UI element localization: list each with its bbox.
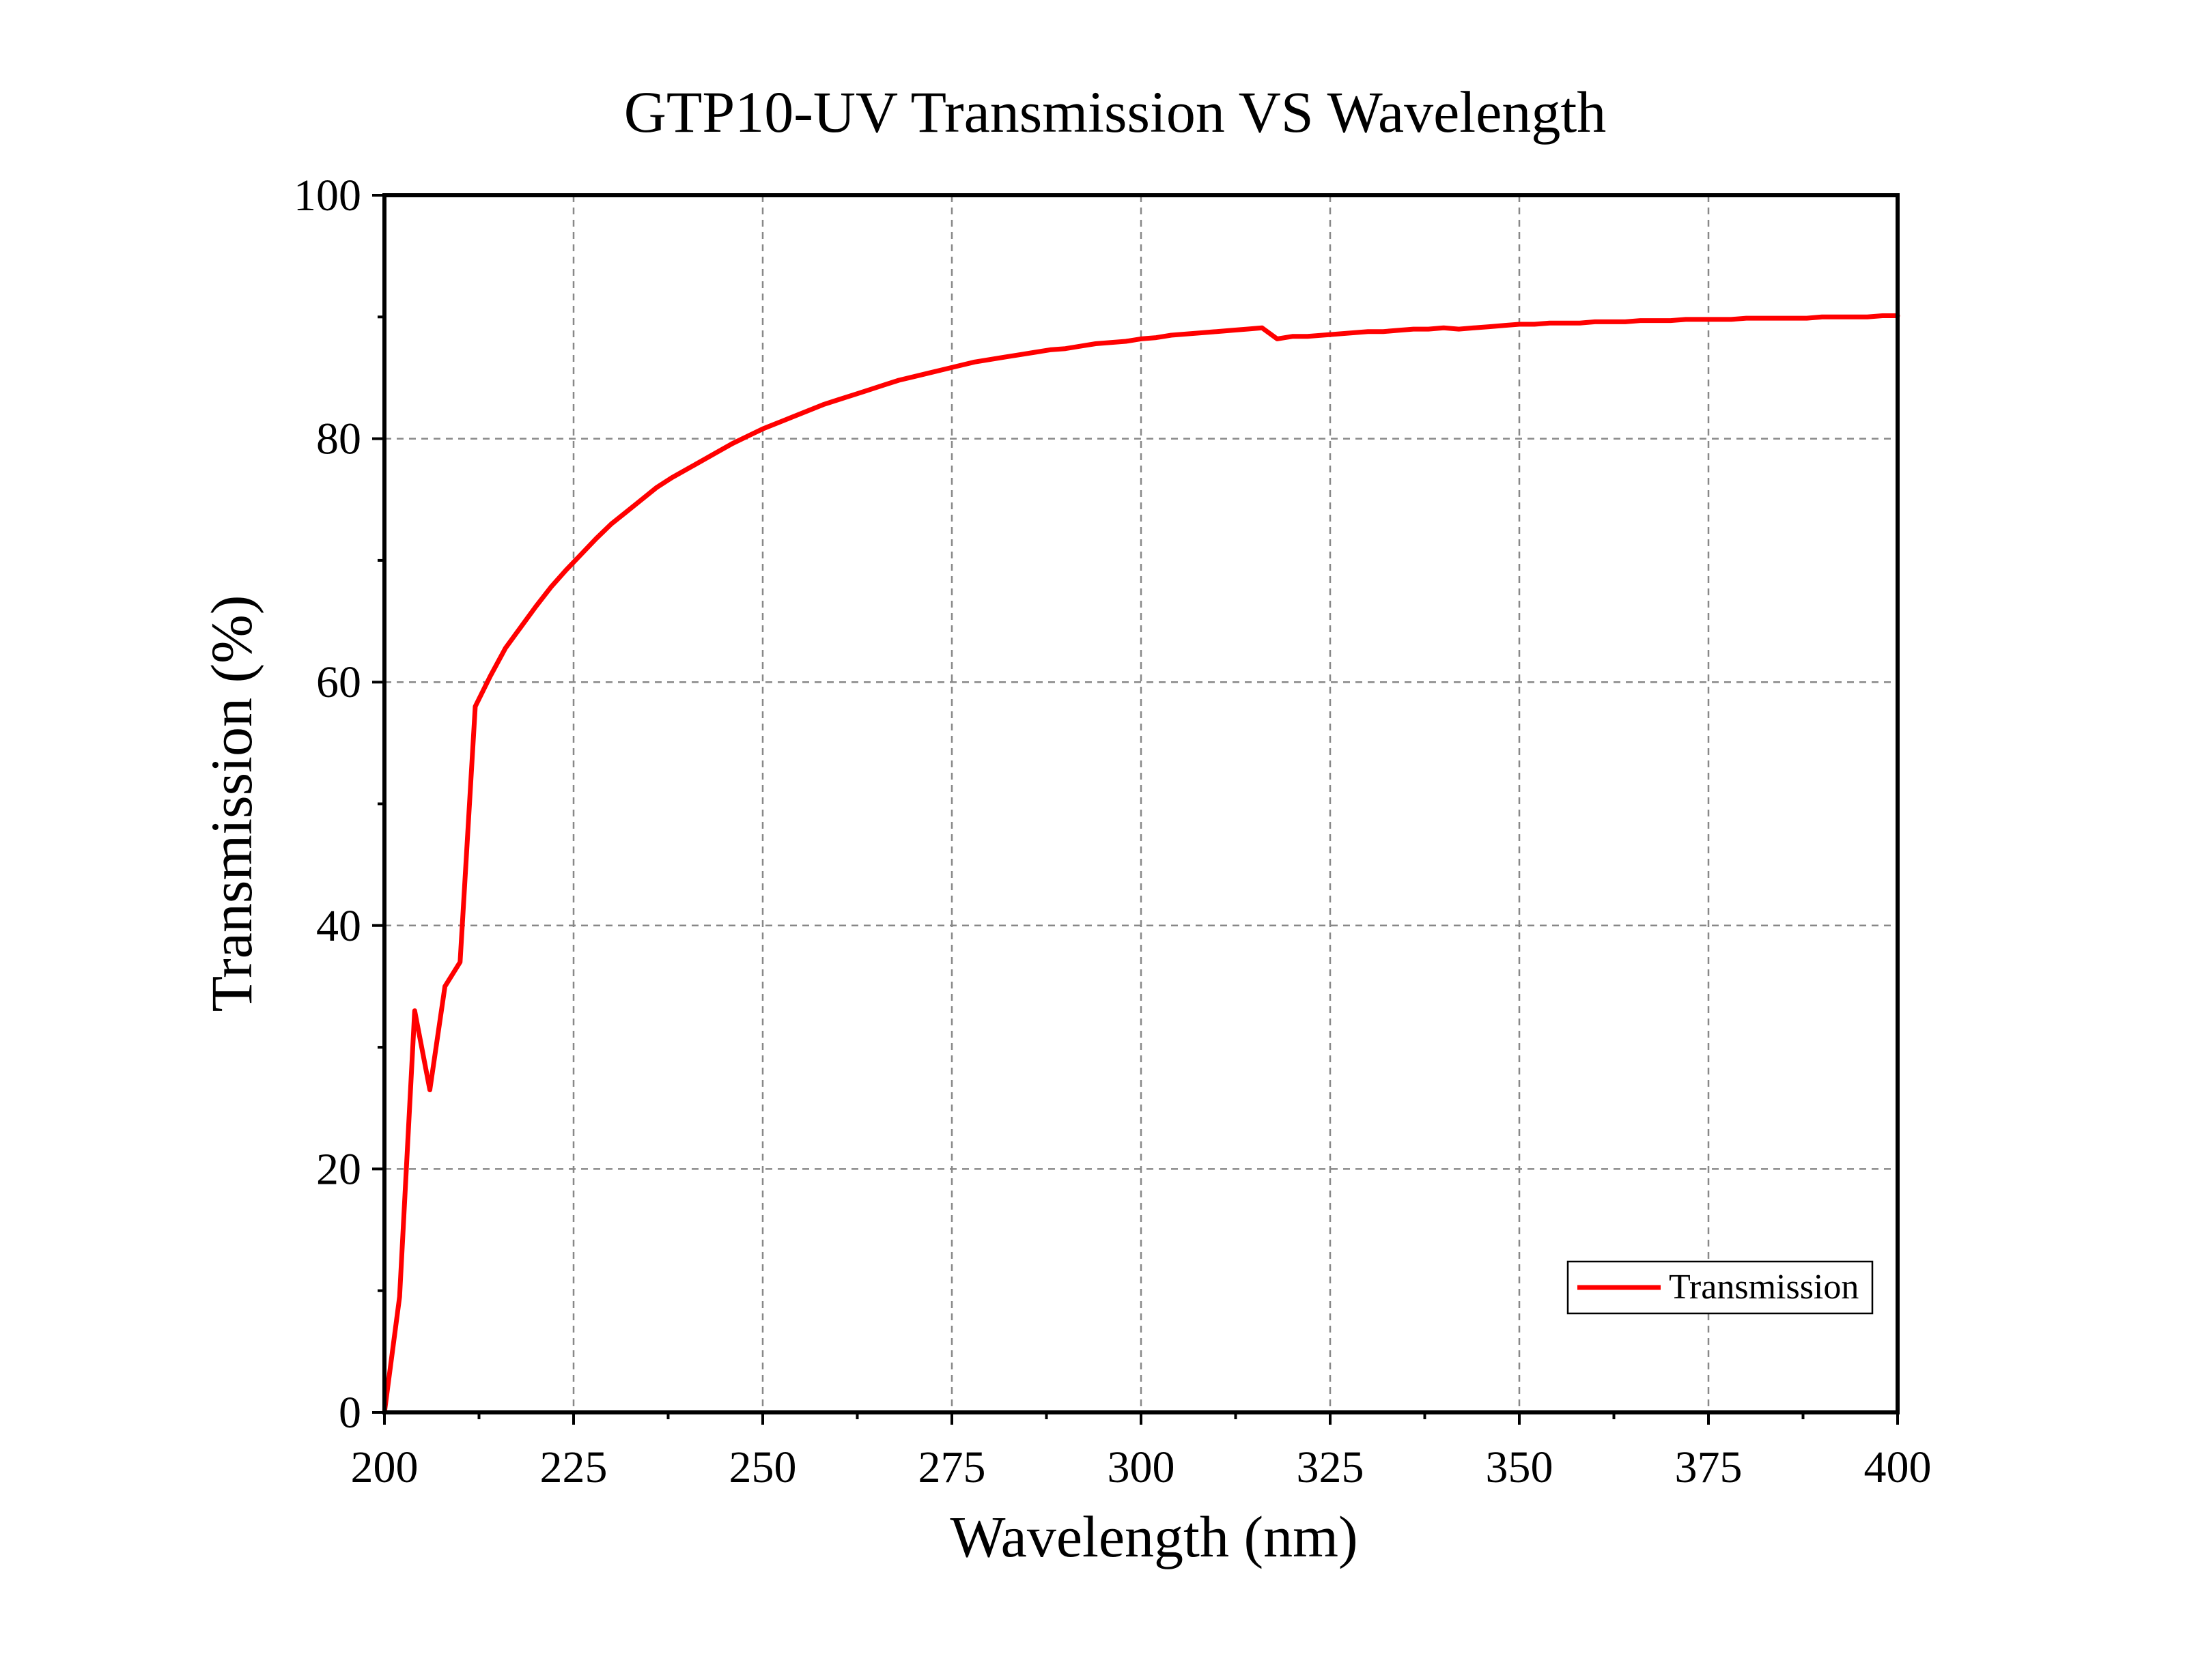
x-tick-label: 200 — [351, 1442, 419, 1492]
x-tick-label: 275 — [918, 1442, 986, 1492]
legend: Transmission — [1566, 1260, 1874, 1315]
series-line-transmission — [382, 313, 1900, 1415]
tick-labels: 200 225 250 275 300 325 350 375 400 0 20 40 60 80 100 — [294, 171, 1932, 1492]
chart-title: GTP10-UV Transmission VS Wavelength — [624, 79, 1607, 145]
x-tick-label: 300 — [1108, 1442, 1175, 1492]
y-tick-label: 100 — [294, 171, 361, 220]
y-tick-label: 20 — [316, 1144, 361, 1194]
x-tick-label: 375 — [1675, 1442, 1743, 1492]
x-axis-label: Wavelength (nm) — [950, 1504, 1357, 1569]
y-tick-label: 60 — [316, 657, 361, 707]
x-tick-label: 250 — [729, 1442, 797, 1492]
y-tick-label: 0 — [339, 1388, 361, 1438]
grid-lines — [384, 195, 1898, 1412]
x-tick-label: 225 — [540, 1442, 608, 1492]
x-tick-label: 400 — [1864, 1442, 1932, 1492]
series-layer — [382, 313, 1900, 1415]
x-tick-label: 325 — [1297, 1442, 1364, 1492]
y-tick-label: 80 — [316, 414, 361, 464]
x-tick-label: 350 — [1486, 1442, 1553, 1492]
y-tick-label: 40 — [316, 901, 361, 951]
axis-ticks — [372, 194, 1899, 1425]
legend-label: Transmission — [1669, 1268, 1859, 1307]
y-axis-label: Transmission (%) — [199, 595, 264, 1012]
